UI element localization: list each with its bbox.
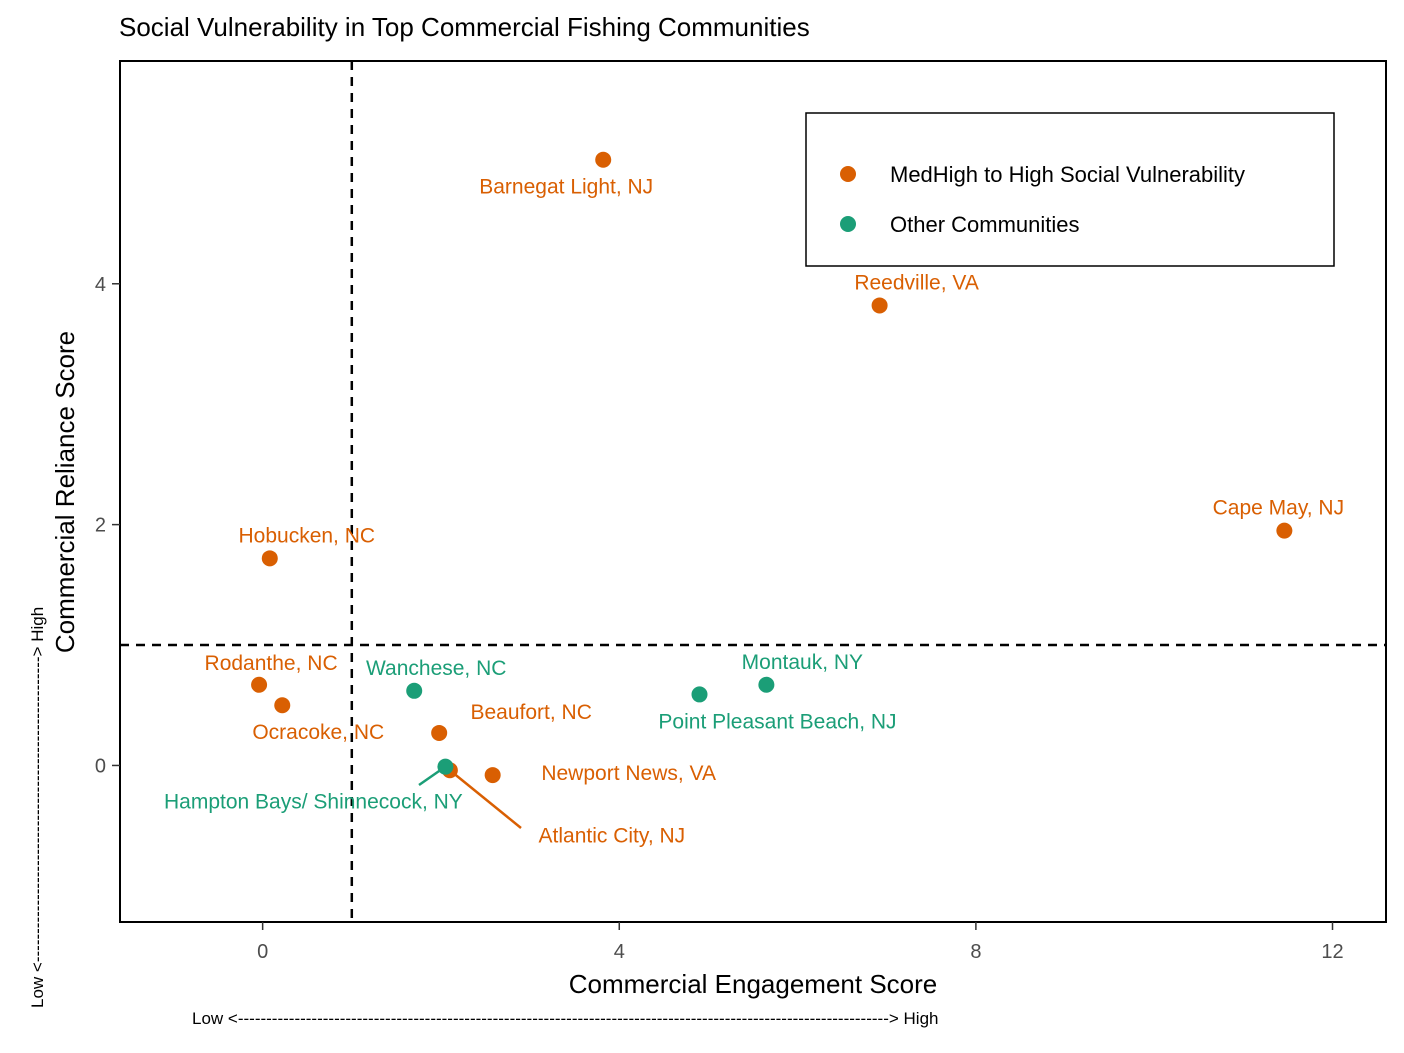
data-point — [691, 686, 708, 703]
point-label: Hobucken, NC — [238, 524, 375, 547]
x-axis-ticks: 0 4 8 12 — [257, 922, 1344, 963]
y-tick-label: 2 — [95, 515, 106, 537]
point-label: Cape May, NJ — [1213, 497, 1345, 520]
point-label: Barnegat Light, NJ — [479, 176, 653, 199]
point-label: Newport News, VA — [541, 762, 716, 785]
data-point — [484, 767, 501, 784]
point-label: Ocracoke, NC — [252, 721, 384, 744]
x-tick-label: 12 — [1321, 941, 1343, 963]
y-axis-arrow-note: Low <-----------------------------------… — [28, 607, 47, 1008]
point-label: Wanchese, NC — [366, 657, 506, 680]
legend-box — [805, 112, 1335, 267]
point-label: Reedville, VA — [854, 271, 979, 294]
legend-entry-label: MedHigh to High Social Vulnerability — [890, 162, 1245, 187]
x-axis-arrow-note: Low <-----------------------------------… — [192, 1009, 938, 1028]
x-tick-label: 8 — [970, 941, 981, 963]
x-axis-title: Commercial Engagement Score — [569, 969, 938, 999]
data-point — [1276, 522, 1293, 539]
legend: MedHigh to High Social Vulnerability Othe… — [805, 112, 1335, 267]
data-point — [758, 676, 775, 693]
point-label: Hampton Bays/ Shinnecock, NY — [164, 791, 463, 814]
y-axis-title: Commercial Reliance Score — [50, 331, 80, 653]
label-leader-line — [449, 769, 522, 829]
x-tick-label: 0 — [257, 941, 268, 963]
data-point — [431, 724, 448, 741]
reference-lines — [120, 61, 1386, 922]
point-label: Beaufort, NC — [470, 701, 591, 724]
data-points: Barnegat Light, NJ Reedville, VA Cape May,… — [164, 151, 1345, 847]
x-tick-label: 4 — [614, 941, 625, 963]
point-label: Atlantic City, NJ — [539, 824, 686, 847]
legend-key — [840, 216, 856, 232]
y-tick-label: 0 — [95, 755, 106, 777]
data-point — [274, 697, 291, 714]
chart-title: Social Vulnerability in Top Commercial F… — [119, 12, 810, 42]
data-point — [871, 297, 888, 314]
plot-panel-border — [119, 60, 1387, 923]
data-point — [437, 758, 454, 775]
y-tick-label: 4 — [95, 274, 106, 296]
point-label: Point Pleasant Beach, NJ — [658, 710, 896, 733]
point-label: Rodanthe, NC — [205, 652, 338, 675]
data-point — [595, 151, 612, 168]
legend-key — [840, 166, 856, 182]
data-point — [261, 550, 278, 567]
point-label: Montauk, NY — [742, 651, 863, 674]
y-axis-ticks: 0 2 4 — [95, 274, 120, 777]
data-point — [251, 676, 268, 693]
data-point — [406, 682, 423, 699]
legend-entry-label: Other Communities — [890, 212, 1080, 237]
